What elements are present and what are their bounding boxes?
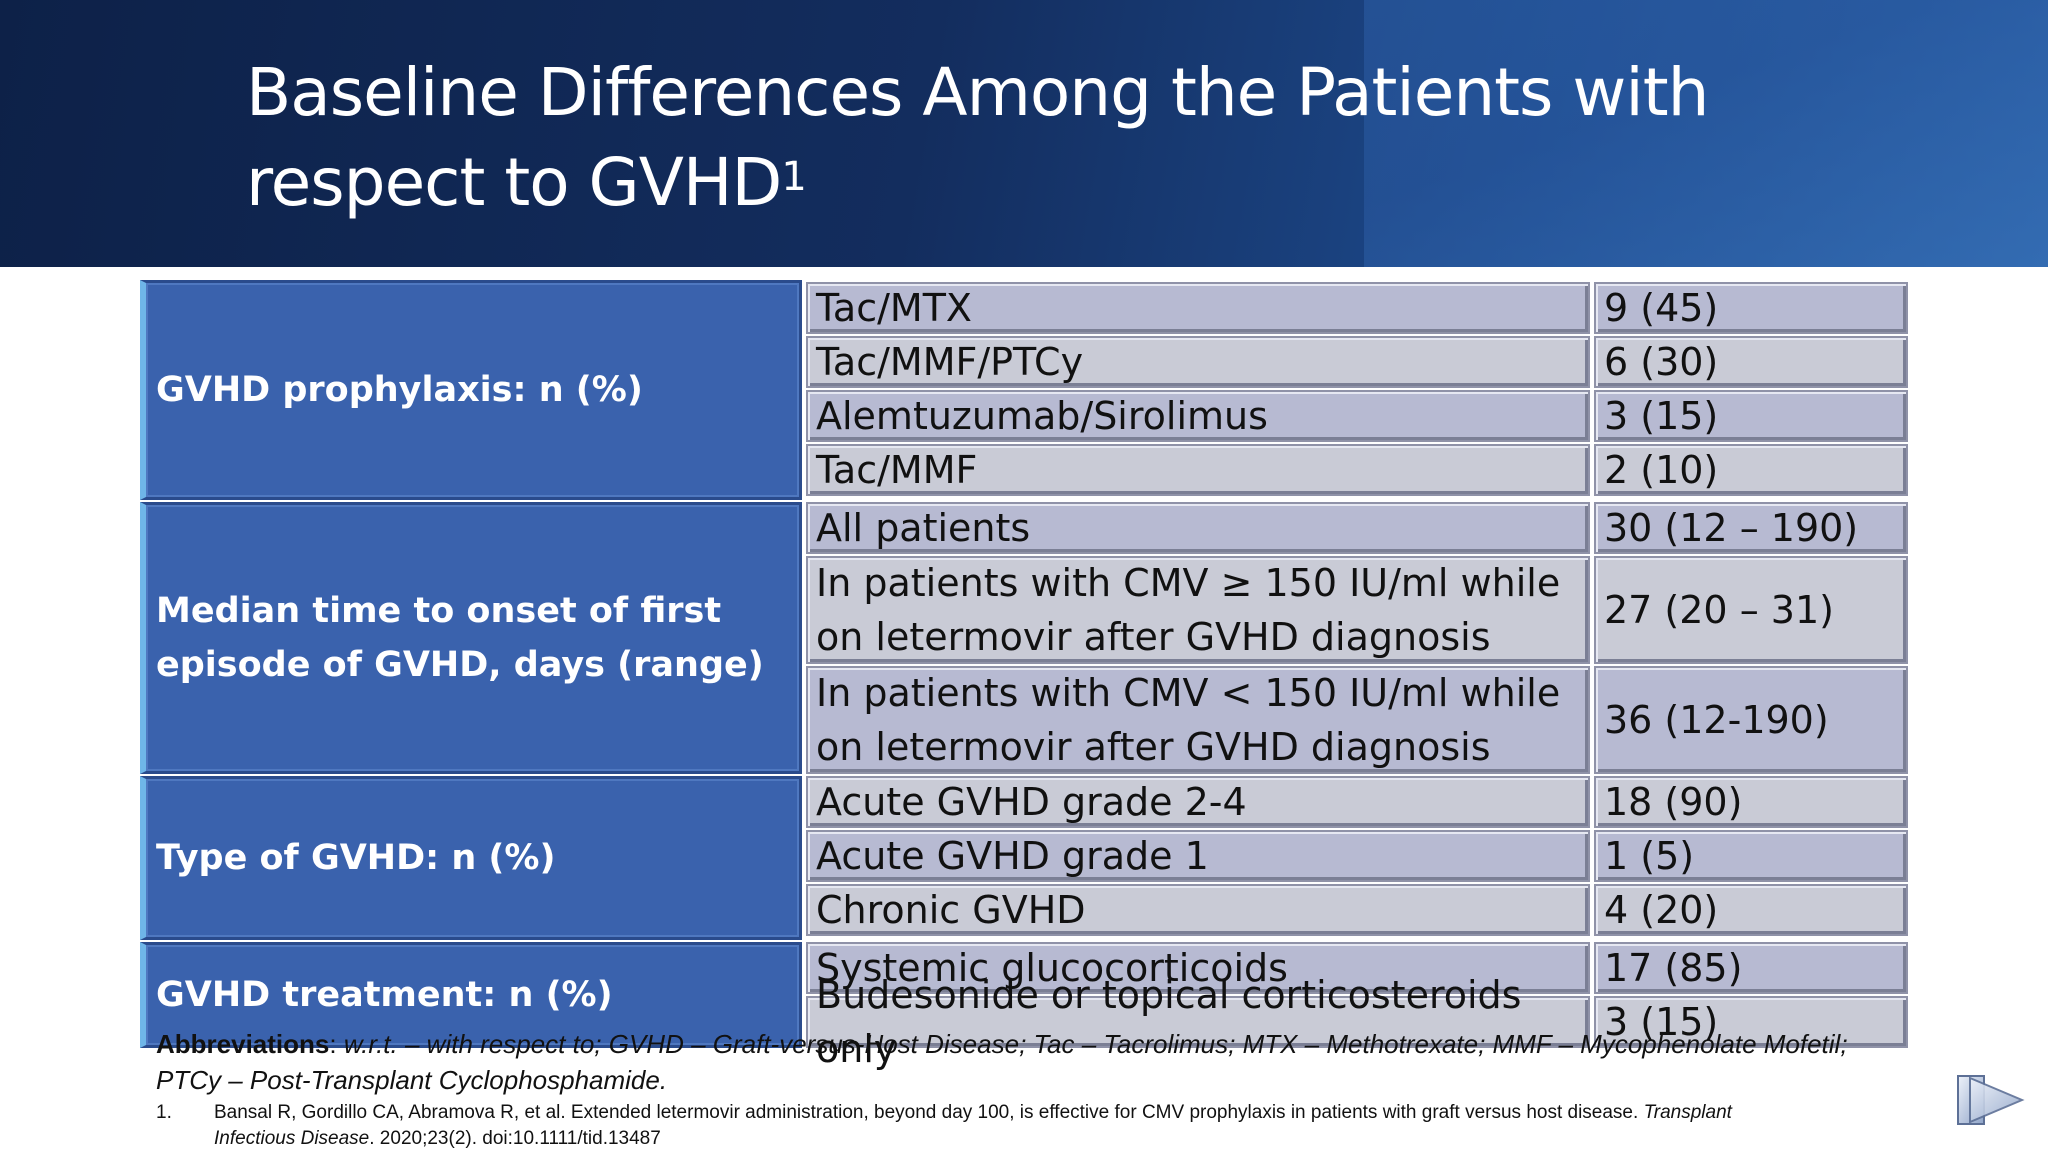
row-label: Budesonide or topical corticosteroids on… [806, 973, 1590, 1071]
title-footnote-marker: 1 [781, 154, 806, 200]
header-panel [1364, 0, 2048, 267]
row-label: Alemtuzumab/Sirolimus [806, 390, 1590, 442]
row-label: In patients with CMV < 150 IU/ml while o… [806, 666, 1590, 774]
row-value: 36 (12-190) [1594, 666, 1908, 774]
reference-text: Bansal R, Gordillo CA, Abramova R, et al… [214, 1100, 1814, 1152]
abbreviations-heading: Abbreviations [156, 1029, 330, 1059]
row-label: Tac/MMF/PTCy [806, 336, 1590, 388]
reference-citation: . 2020;23(2). doi:10.1111/tid.13487 [369, 1128, 661, 1149]
abbreviations-text: w.r.t. – with respect to; GVHD – Graft-v… [156, 1029, 1848, 1095]
reference-body: Bansal R, Gordillo CA, Abramova R, et al… [214, 1102, 1639, 1123]
row-label: In patients with CMV ≥ 150 IU/ml while o… [806, 556, 1590, 664]
row-value: 17 (85) [1594, 942, 1908, 994]
row-value: 30 (12 – 190) [1594, 502, 1908, 554]
slide-header: Baseline Differences Among the Patients … [0, 0, 2048, 267]
abbreviations-footnote: Abbreviations: w.r.t. – with respect to;… [156, 1029, 1848, 1095]
row-label: Acute GVHD grade 2-4 [806, 776, 1590, 828]
slide-title: Baseline Differences Among the Patients … [246, 54, 1709, 221]
row-label: Tac/MMF [806, 444, 1590, 496]
row-value: 27 (20 – 31) [1594, 556, 1908, 664]
next-slide-icon[interactable] [1956, 1070, 2026, 1130]
reference-journal: Transplant Infectious Disease [214, 1102, 1732, 1149]
row-label: All patients [806, 502, 1590, 554]
row-value: 2 (10) [1594, 444, 1908, 496]
row-label: Chronic GVHD [806, 884, 1590, 936]
row-value: 3 (15) [1594, 996, 1908, 1048]
baseline-table: GVHD prophylaxis: n (%) Tac/MTX 9 (45) T… [140, 280, 1908, 1071]
row-value: 4 (20) [1594, 884, 1908, 936]
category-type-of-gvhd: Type of GVHD: n (%) [140, 776, 802, 940]
row-label: Systemic glucocorticoids [806, 942, 1590, 994]
row-label: Acute GVHD grade 1 [806, 830, 1590, 882]
category-gvhd-prophylaxis: GVHD prophylaxis: n (%) [140, 280, 802, 500]
reference-number: 1. [156, 1102, 172, 1123]
row-value: 18 (90) [1594, 776, 1908, 828]
row-value: 9 (45) [1594, 282, 1908, 334]
row-value: 1 (5) [1594, 830, 1908, 882]
row-value: 6 (30) [1594, 336, 1908, 388]
row-label: Tac/MTX [806, 282, 1590, 334]
category-gvhd-treatment: GVHD treatment: n (%) [140, 942, 802, 1048]
category-median-time-onset: Median time to onset of first episode of… [140, 502, 802, 774]
row-value: 3 (15) [1594, 390, 1908, 442]
